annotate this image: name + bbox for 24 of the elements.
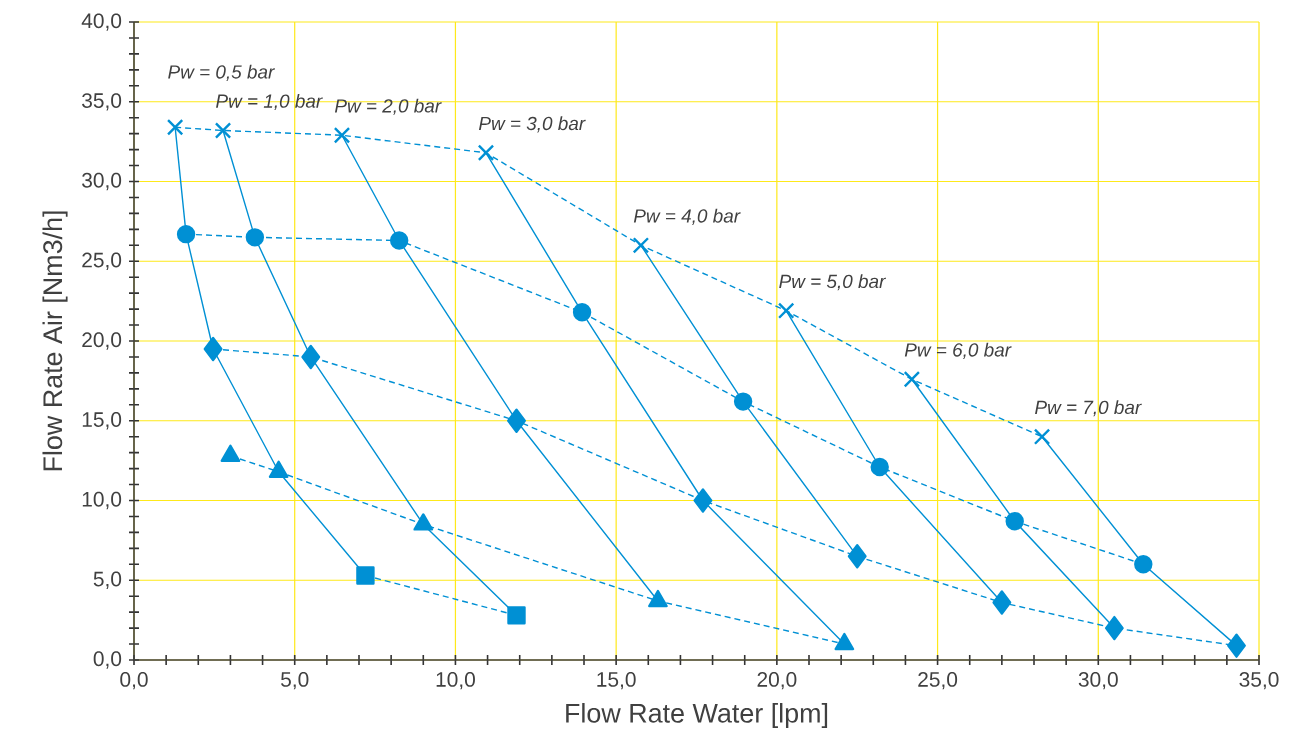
annotation: Pw = 3,0 bar xyxy=(478,116,586,133)
y-tick-label: 20,0 xyxy=(82,332,122,350)
x-tick-label: 0,0 xyxy=(120,672,148,690)
x-tick-label: 15,0 xyxy=(597,672,636,690)
y-tick-label: 15,0 xyxy=(82,412,122,430)
y-tick-label: 25,0 xyxy=(82,252,122,270)
x-tick-label: 5,0 xyxy=(281,672,309,690)
x-tick-label: 20,0 xyxy=(757,672,797,690)
x-tick-label: 10,0 xyxy=(436,672,475,690)
x-tick-label: 25,0 xyxy=(918,672,958,690)
y-tick-label: 40,0 xyxy=(81,13,122,31)
x-tick-label: 35,0 xyxy=(1239,672,1279,690)
y-tick-label: 0,0 xyxy=(93,651,122,669)
annotation: Pw = 4,0 bar xyxy=(633,208,741,225)
x-axis-title: Flow Rate Water [lpm] xyxy=(566,703,828,729)
y-tick-label: 5,0 xyxy=(93,571,122,589)
y-tick-label: 10,0 xyxy=(82,491,122,510)
annotation: Pw = 0,5 bar xyxy=(168,64,275,81)
y-axis-title: Flow Rate Air [Nm3/h] xyxy=(42,211,68,471)
annotation: Pw = 2,0 bar xyxy=(334,98,442,115)
annotation: Pw = 5,0 bar xyxy=(779,274,886,291)
x-tick-label: 30,0 xyxy=(1078,672,1118,690)
y-tick-label: 30,0 xyxy=(82,172,122,191)
y-tick-label: 35,0 xyxy=(82,93,122,111)
